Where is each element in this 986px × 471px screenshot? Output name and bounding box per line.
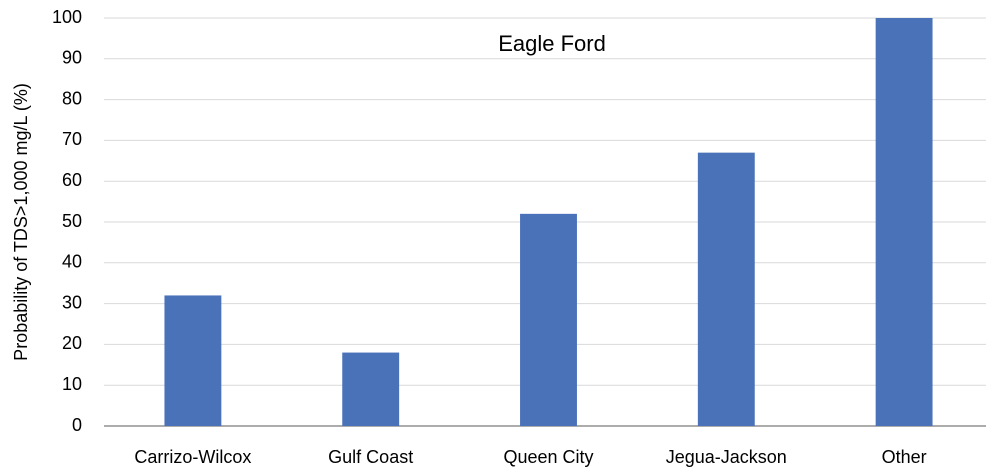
y-tick-label: 30 — [62, 292, 82, 312]
x-tick-label: Other — [882, 447, 927, 467]
y-tick-label: 0 — [72, 415, 82, 435]
y-tick-label: 50 — [62, 211, 82, 231]
y-tick-label: 80 — [62, 88, 82, 108]
bar — [875, 18, 933, 426]
x-tick-label: Carrizo-Wilcox — [134, 447, 251, 467]
bar — [164, 295, 222, 426]
y-tick-label: 20 — [62, 333, 82, 353]
y-tick-label: 10 — [62, 374, 82, 394]
x-tick-label: Queen City — [503, 447, 593, 467]
y-tick-label: 40 — [62, 252, 82, 272]
x-tick-label: Jegua-Jackson — [666, 447, 787, 467]
y-tick-label: 100 — [52, 7, 82, 27]
bar — [520, 213, 577, 426]
y-tick-label: 90 — [62, 48, 82, 68]
y-tick-label: 70 — [62, 129, 82, 149]
y-axis-label: Probability of TDS>1,000 mg/L (%) — [11, 83, 31, 361]
bar — [697, 152, 755, 426]
y-tick-label: 60 — [62, 170, 82, 190]
x-tick-label: Gulf Coast — [328, 447, 413, 467]
bar — [342, 352, 400, 426]
chart-title: Eagle Ford — [498, 31, 606, 56]
